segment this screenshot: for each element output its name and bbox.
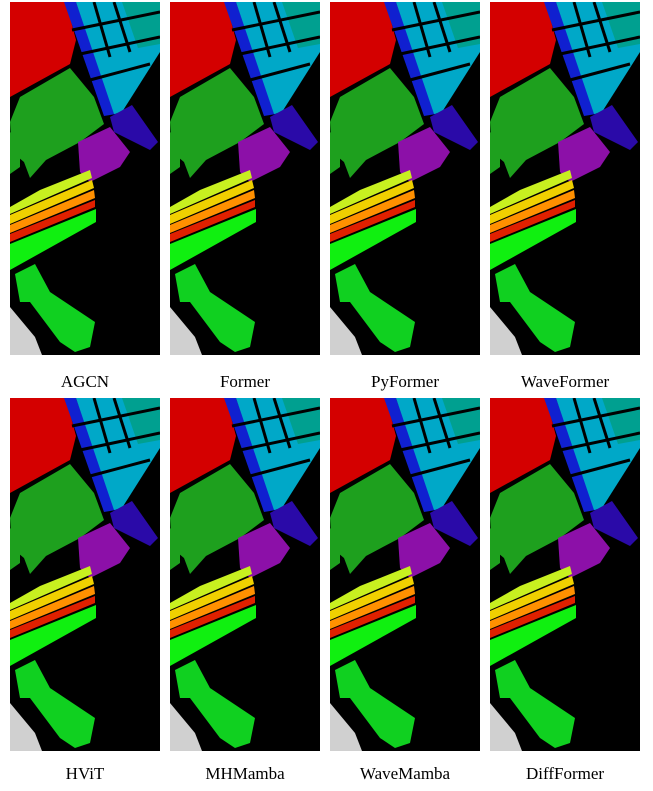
caption: AGCN [61,372,109,391]
classification-map [490,2,640,355]
classification-map [330,2,480,355]
classification-map [330,398,480,751]
caption: DiffFormer [526,764,604,783]
caption: WaveFormer [521,372,610,391]
classification-map [10,2,160,355]
classification-map [170,2,320,355]
figure-canvas: AGCN Former PyFormer WaveFormer HViT MHMamba W… [0,0,653,791]
caption: MHMamba [205,764,285,783]
caption: PyFormer [371,372,439,391]
figure: AGCN Former PyFormer WaveFormer HViT MHMamba W… [0,0,653,791]
caption: Former [220,372,270,391]
caption: HViT [66,764,105,783]
classification-map [10,398,160,751]
classification-map [170,398,320,751]
caption: WaveMamba [360,764,451,783]
classification-map [490,398,640,751]
